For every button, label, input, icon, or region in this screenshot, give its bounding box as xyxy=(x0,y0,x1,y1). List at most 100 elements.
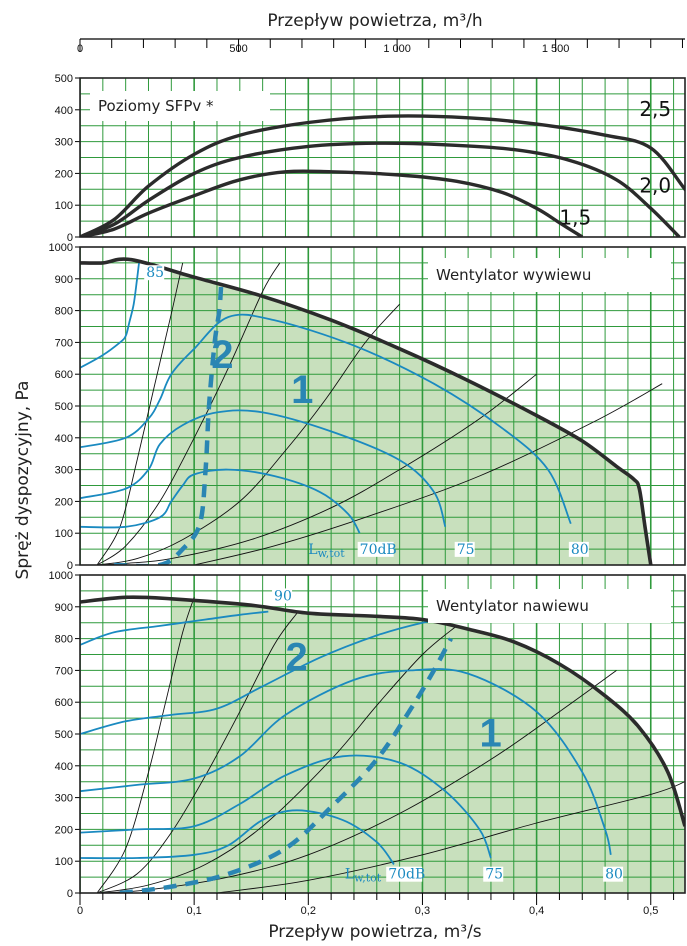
y-tick-label: 300 xyxy=(55,793,73,805)
system-curve xyxy=(97,625,457,893)
y-tick-label: 300 xyxy=(55,137,73,149)
y-tick-label: 700 xyxy=(55,337,73,349)
y-tick-label: 600 xyxy=(55,369,73,381)
sound-label-bg xyxy=(386,866,423,882)
panel-frame xyxy=(79,574,686,894)
sound-label-bg xyxy=(454,541,475,557)
bottom-tick-label: 0,3 xyxy=(415,905,430,917)
sound-curve xyxy=(80,610,269,646)
sound-level-label: 85 xyxy=(146,265,164,281)
sfp-level-label: 1,5 xyxy=(559,205,591,229)
y-tick-label: 400 xyxy=(55,761,73,773)
operating-region xyxy=(171,270,651,565)
system-curve xyxy=(194,383,663,565)
system-curve xyxy=(216,781,685,893)
sound-curve xyxy=(80,468,361,534)
operating-region xyxy=(165,598,685,893)
bottom-tick-label: 0,4 xyxy=(529,905,544,917)
sfp-level-label: 2,0 xyxy=(639,173,671,197)
y-tick-label: 200 xyxy=(55,824,73,836)
fan-curve xyxy=(80,257,653,565)
sound-level-label: 75 xyxy=(457,542,475,558)
y-tick-label: 0 xyxy=(67,888,73,900)
bottom-tick-label: 0 xyxy=(77,905,83,917)
y-tick-label: 0 xyxy=(67,560,73,572)
sound-label-bg xyxy=(603,866,624,882)
panel-label-box xyxy=(428,258,671,292)
system-curve xyxy=(96,262,281,565)
y-tick-label: 200 xyxy=(55,496,73,508)
region-1-label: 1 xyxy=(480,712,502,756)
sfp-level-curve xyxy=(80,141,681,237)
sound-label-bg xyxy=(144,265,165,281)
bottom-axis-title: Przepływ powietrza, m³/s xyxy=(268,922,481,942)
region-2-label: 2 xyxy=(211,333,233,377)
y-tick-label: 500 xyxy=(55,401,73,413)
y-tick-label: 900 xyxy=(55,602,73,614)
sound-label-bg xyxy=(568,541,589,557)
sound-curve xyxy=(80,313,572,525)
sfp-level-curve xyxy=(80,114,685,237)
y-tick-label: 0 xyxy=(67,232,73,244)
panel-frame xyxy=(79,246,686,566)
sfp-level-curve xyxy=(80,169,584,237)
grid xyxy=(80,247,685,565)
y-tick-label: 800 xyxy=(55,306,73,318)
bottom-tick-label: 0,5 xyxy=(643,905,658,917)
top-tick-label: 0 xyxy=(77,43,83,55)
y-tick-label: 500 xyxy=(55,729,73,741)
top-tick-label: 500 xyxy=(229,43,247,55)
range-divider xyxy=(114,278,224,565)
y-tick-label: 400 xyxy=(55,105,73,117)
y-tick-label: 100 xyxy=(55,200,73,212)
sound-label-bg xyxy=(357,541,394,557)
y-tick-label: 100 xyxy=(55,856,73,868)
top-tick-label: 1 500 xyxy=(542,43,570,55)
y-tick-label: 500 xyxy=(55,73,73,85)
panel-label-box xyxy=(428,589,671,623)
sfp-level-label: 2,5 xyxy=(639,97,671,121)
sound-level-label: 80 xyxy=(571,542,589,558)
system-curve xyxy=(96,262,184,565)
lw-tot-label: Lw,tot xyxy=(308,542,345,560)
range-divider xyxy=(119,637,453,893)
y-axis-title: Spręż dyspozycyjny, Pa xyxy=(13,381,33,580)
panel-exhaust: 0 100 200 300 400 500 600 700 800 900 1000 70dB 75 80… xyxy=(49,242,686,572)
curves xyxy=(80,257,663,565)
sound-level-label: 80 xyxy=(605,867,623,883)
y-tick-label: 400 xyxy=(55,433,73,445)
sound-level-label: 90 xyxy=(274,588,292,604)
sound-curve xyxy=(80,754,492,859)
top-axis-ticks: 0 500 1 000 1 500 xyxy=(77,38,685,55)
panel-frame xyxy=(79,77,686,238)
panel-label: Wentylator nawiewu xyxy=(436,597,589,615)
sound-label-bg xyxy=(483,866,504,882)
bottom-tick-label: 0,1 xyxy=(187,905,202,917)
panel-label: Wentylator wywiewu xyxy=(436,266,591,284)
y-tick-label: 300 xyxy=(55,465,73,477)
y-tick-label: 200 xyxy=(55,168,73,180)
curves xyxy=(80,595,685,893)
sound-curve xyxy=(80,618,446,735)
system-curve xyxy=(97,373,537,565)
region-2-label: 2 xyxy=(285,635,307,679)
y-tick-label: 900 xyxy=(55,274,73,286)
curves xyxy=(80,114,685,237)
panel-sfp: 0 100 200 300 400 500 1,5 2,0 2,5 Poziomy SFPv * xyxy=(55,73,686,244)
panel-label: Poziomy SFPv * xyxy=(98,97,214,115)
y-tick-label: 100 xyxy=(55,528,73,540)
sound-label-bg xyxy=(272,588,293,604)
sound-curve xyxy=(80,409,447,528)
lw-tot-label: Lw,tot xyxy=(345,867,382,885)
panel-supply: 0 100 200 300 400 500 600 700 800 900 1000 70dB 75 80… xyxy=(49,570,686,900)
sound-level-label: 70dB xyxy=(360,542,397,558)
sound-level-label: 70dB xyxy=(388,867,425,883)
system-curve xyxy=(96,597,195,893)
panel-label-box xyxy=(90,91,270,121)
y-tick-label: 1000 xyxy=(49,242,73,254)
bottom-axis-ticks: 0 0,1 0,2 0,3 0,4 0,5 xyxy=(77,893,675,917)
y-tick-label: 800 xyxy=(55,634,73,646)
y-tick-label: 700 xyxy=(55,665,73,677)
